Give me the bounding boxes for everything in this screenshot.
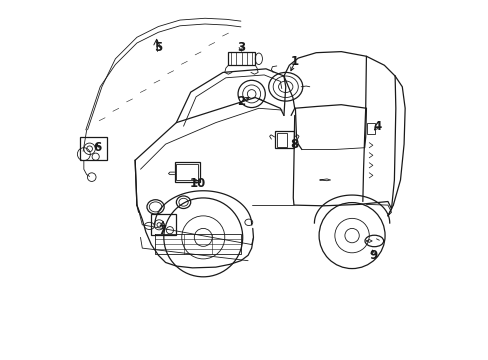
Text: 3: 3 bbox=[236, 41, 244, 54]
Text: 6: 6 bbox=[93, 141, 102, 154]
Text: 5: 5 bbox=[154, 41, 162, 54]
Bar bbox=[274, 131, 294, 148]
Text: 4: 4 bbox=[372, 120, 381, 133]
Text: 9: 9 bbox=[369, 249, 377, 262]
Text: 7: 7 bbox=[158, 224, 166, 237]
Bar bbox=[80, 137, 107, 160]
Text: 2: 2 bbox=[236, 95, 244, 108]
Bar bbox=[176, 164, 198, 180]
Bar bbox=[276, 133, 286, 147]
Text: 8: 8 bbox=[290, 138, 298, 150]
Bar bbox=[228, 51, 255, 65]
Bar bbox=[150, 214, 176, 234]
Bar bbox=[366, 123, 374, 134]
Text: 1: 1 bbox=[290, 55, 298, 68]
Bar bbox=[174, 162, 199, 182]
Text: 10: 10 bbox=[189, 177, 205, 190]
